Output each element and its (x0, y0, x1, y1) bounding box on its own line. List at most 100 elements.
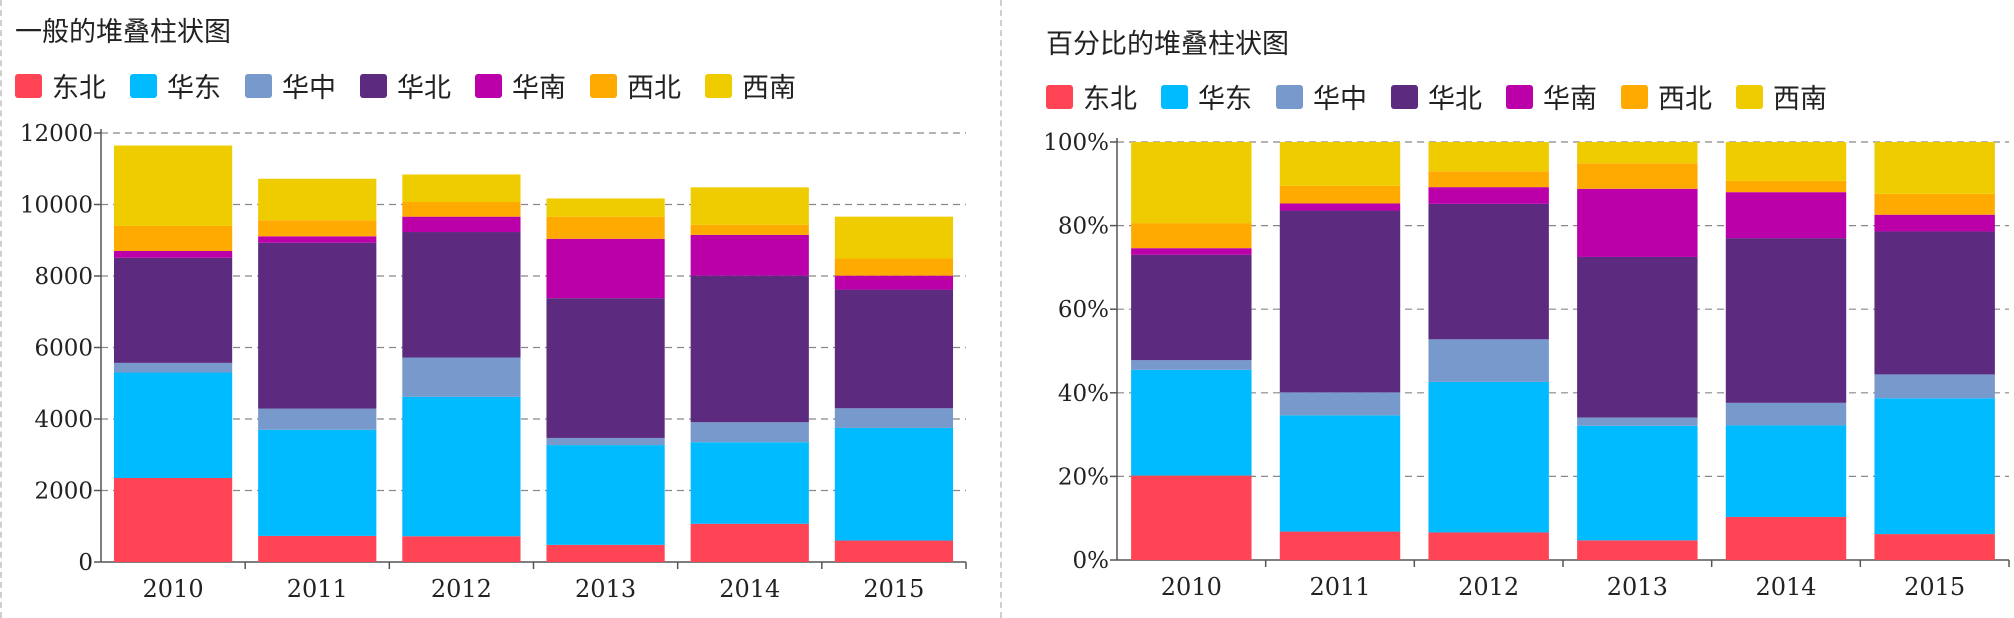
bar-segment[interactable] (402, 201, 521, 217)
bar-segment[interactable] (834, 408, 954, 428)
bar-segment[interactable] (1279, 210, 1401, 393)
legend-item-huazhong[interactable]: 华中 (1276, 77, 1367, 116)
legend-item-huadong[interactable]: 华东 (130, 66, 221, 105)
bar-segment[interactable] (258, 236, 377, 243)
bar-segment[interactable] (1131, 223, 1252, 249)
legend-item-dongbei[interactable]: 东北 (15, 66, 106, 105)
bar-segment[interactable] (834, 275, 954, 290)
bar-segment[interactable] (1279, 185, 1401, 204)
bar-segment[interactable] (546, 216, 665, 239)
bar-segment[interactable] (546, 544, 665, 562)
legend-item-huabei[interactable]: 华北 (1391, 77, 1482, 116)
bar-segment[interactable] (1725, 192, 1847, 239)
bar-segment[interactable] (546, 437, 665, 446)
bar-segment[interactable] (113, 225, 233, 251)
legend-item-xibei[interactable]: 西北 (590, 66, 681, 105)
bar-segment[interactable] (1725, 516, 1847, 560)
bar-segment[interactable] (1131, 254, 1252, 361)
bar-segment[interactable] (1428, 187, 1549, 204)
bar-segment[interactable] (1279, 392, 1401, 416)
bar-segment[interactable] (834, 427, 954, 541)
bar-segment[interactable] (690, 422, 809, 443)
bar-segment[interactable] (258, 242, 377, 409)
bar-segment[interactable] (1874, 193, 1995, 215)
bar-segment[interactable] (1874, 231, 1995, 375)
bar-segment[interactable] (258, 535, 377, 562)
legend-item-xibei[interactable]: 西北 (1621, 77, 1712, 116)
bar-segment[interactable] (1428, 142, 1549, 172)
legend-item-huabei[interactable]: 华北 (360, 66, 451, 105)
bar-segment[interactable] (1725, 402, 1847, 426)
bar-segment[interactable] (690, 234, 809, 276)
bar-segment[interactable] (834, 258, 954, 276)
bar-segment[interactable] (1725, 180, 1847, 193)
bar-segment[interactable] (258, 220, 377, 237)
legend-item-huazhong[interactable]: 华中 (245, 66, 336, 105)
bar-segment[interactable] (1131, 142, 1252, 224)
bar-segment[interactable] (113, 372, 233, 478)
bar-segment[interactable] (1577, 425, 1698, 541)
bar-segment[interactable] (1279, 415, 1401, 532)
legend-item-dongbei[interactable]: 东北 (1046, 77, 1137, 116)
bar-segment[interactable] (402, 174, 521, 202)
bar-segment[interactable] (1577, 540, 1698, 560)
bar-segment[interactable] (546, 298, 665, 438)
bar-segment[interactable] (113, 477, 233, 562)
legend-item-xinan[interactable]: 西南 (705, 66, 796, 105)
bar-segment[interactable] (1279, 142, 1401, 186)
bar-segment[interactable] (690, 187, 809, 225)
bar-segment[interactable] (834, 540, 954, 562)
bar-segment[interactable] (1725, 425, 1847, 517)
bar-segment[interactable] (1131, 369, 1252, 476)
bar-segment[interactable] (690, 442, 809, 524)
bar-segment[interactable] (258, 408, 377, 430)
bar-segment[interactable] (1428, 381, 1549, 533)
bar-segment[interactable] (1577, 163, 1698, 189)
bar-segment[interactable] (402, 536, 521, 562)
bar-segment[interactable] (1725, 142, 1847, 181)
bar-segment[interactable] (1131, 360, 1252, 370)
bar-segment[interactable] (113, 250, 233, 258)
legend-item-huadong[interactable]: 华东 (1161, 77, 1252, 116)
bar-segment[interactable] (1577, 188, 1698, 257)
legend-item-huanan[interactable]: 华南 (475, 66, 566, 105)
bar-segment[interactable] (113, 362, 233, 373)
bar-segment[interactable] (1279, 203, 1401, 211)
bar-segment[interactable] (834, 289, 954, 409)
bar-segment[interactable] (1577, 256, 1698, 418)
bar-segment[interactable] (546, 445, 665, 545)
legend-item-xinan[interactable]: 西南 (1736, 77, 1827, 116)
bar-segment[interactable] (690, 275, 809, 423)
bar-segment[interactable] (402, 232, 521, 358)
bar-segment[interactable] (1428, 203, 1549, 340)
bar-segment[interactable] (1874, 398, 1995, 535)
bar-segment[interactable] (113, 257, 233, 363)
bar-segment[interactable] (258, 429, 377, 536)
bar-segment[interactable] (1577, 142, 1698, 164)
bar-segment[interactable] (1279, 531, 1401, 560)
bar-segment[interactable] (402, 216, 521, 233)
bar-segment[interactable] (402, 357, 521, 397)
panel-divider (1000, 0, 1002, 618)
bar-segment[interactable] (690, 224, 809, 235)
bar-segment[interactable] (1428, 339, 1549, 382)
bar-segment[interactable] (834, 216, 954, 259)
bar-segment[interactable] (1874, 374, 1995, 399)
bar-segment[interactable] (1874, 534, 1995, 560)
bar-segment[interactable] (690, 523, 809, 562)
bar-segment[interactable] (1428, 532, 1549, 560)
bar-segment[interactable] (1428, 171, 1549, 188)
bar-segment[interactable] (1725, 238, 1847, 403)
bar-segment[interactable] (1577, 417, 1698, 426)
bar-segment[interactable] (546, 238, 665, 299)
x-tick-label: 2011 (287, 575, 348, 603)
bar-segment[interactable] (546, 198, 665, 217)
bar-segment[interactable] (1131, 475, 1252, 560)
bar-segment[interactable] (258, 178, 377, 221)
bar-segment[interactable] (1874, 214, 1995, 232)
bar-segment[interactable] (402, 396, 521, 537)
bar-segment[interactable] (113, 145, 233, 226)
bar-segment[interactable] (1131, 248, 1252, 255)
bar-segment[interactable] (1874, 142, 1995, 194)
legend-item-huanan[interactable]: 华南 (1506, 77, 1597, 116)
